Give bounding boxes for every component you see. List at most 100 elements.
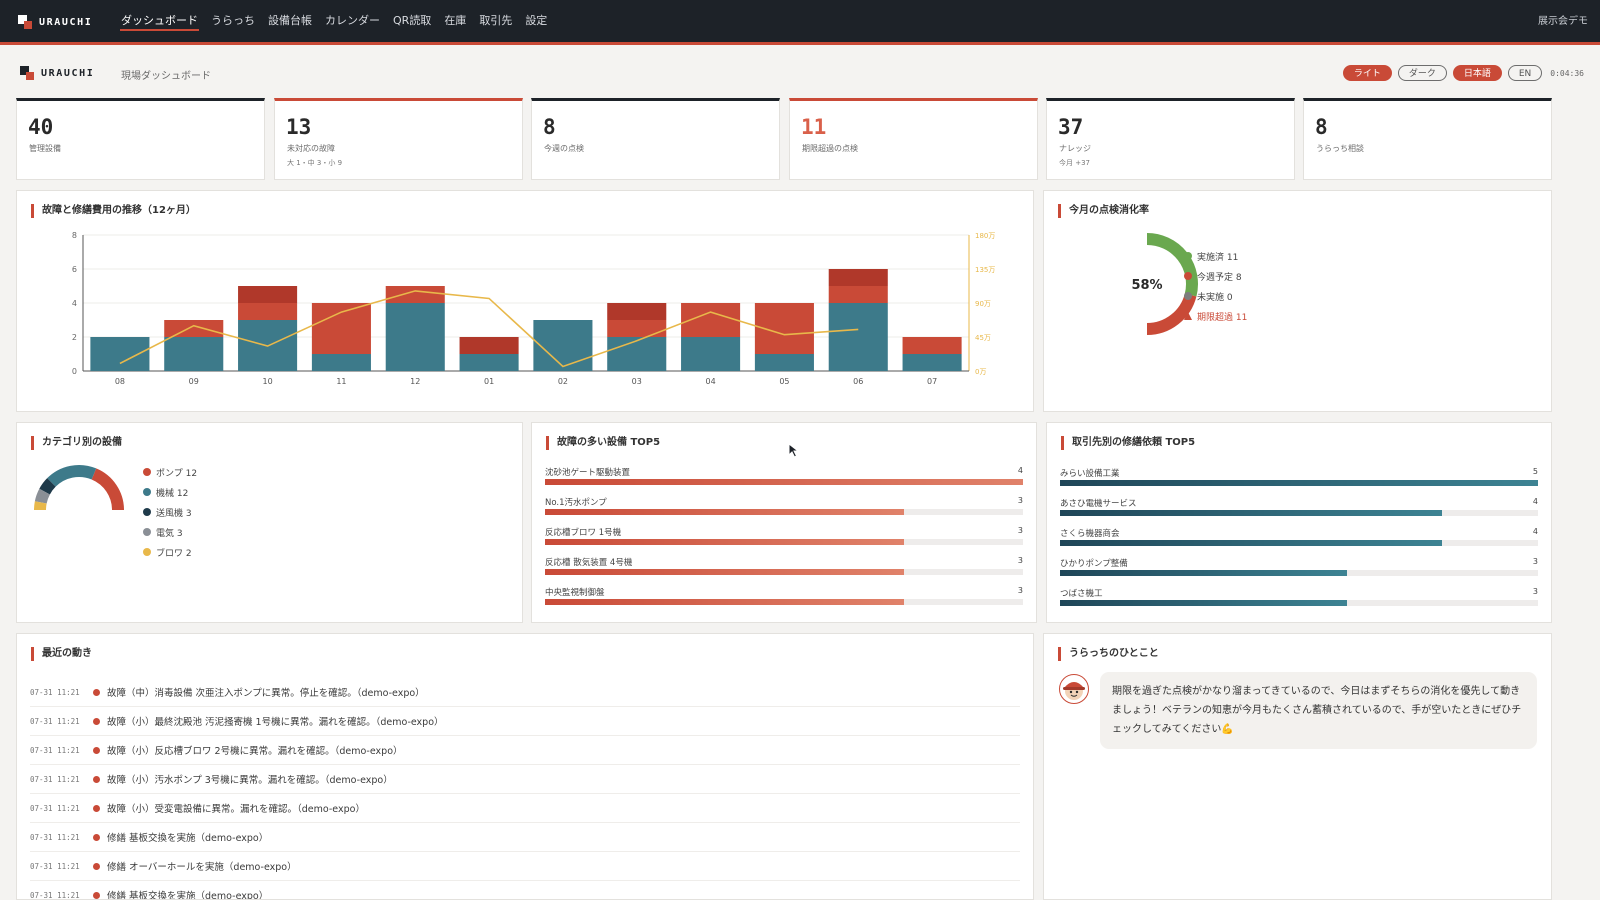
account-label[interactable]: 展示会デモ (1538, 16, 1588, 27)
stat-card-weekly-inspections[interactable]: 8 今週の点検 (531, 98, 780, 180)
stat-card-managed-equipment[interactable]: 40 管理設備 (16, 98, 265, 180)
status-dot-icon (93, 862, 100, 870)
nav-settings[interactable]: 設定 (525, 14, 548, 27)
ranking-row[interactable]: 沈砂池ゲート駆動装置 4 (545, 464, 1023, 494)
legend-label: 機械 12 (156, 488, 189, 499)
activity-item[interactable]: 07-31 11:21 修繕 基板交換を実施（demo-expo） (30, 881, 1020, 900)
nav-qr-scan[interactable]: QR読取 (393, 14, 432, 27)
activity-text: 修繕 オーバーホールを実施（demo-expo） (107, 862, 297, 873)
stat-value: 8 (543, 115, 556, 139)
nav-calendar[interactable]: カレンダー (325, 14, 380, 27)
activity-item[interactable]: 07-31 11:21 修繕 オーバーホールを実施（demo-expo） (30, 852, 1020, 881)
legend-item-overdue: 期限超過 11 (1184, 306, 1247, 326)
y-tick-label: 8 (72, 231, 77, 240)
ranking-name: ひかりポンプ整備 (1060, 559, 1128, 569)
donut-slice (34, 501, 47, 511)
warning-triangle-icon (1184, 312, 1192, 320)
activity-item[interactable]: 07-31 11:21 修繕 基板交換を実施（demo-expo） (30, 823, 1020, 852)
bar-segment (607, 303, 667, 320)
sub-brand-name: URAUCHI (41, 67, 95, 79)
stat-card-consultations[interactable]: 8 うらっち相談 (1303, 98, 1552, 180)
stat-card-open-failures[interactable]: 13 未対応の故障 大 1・中 3・小 9 (274, 98, 523, 180)
bar-segment (459, 354, 519, 371)
brand-logo[interactable]: URAUCHI (18, 15, 92, 29)
stat-card-knowledge[interactable]: 37 ナレッジ 今月 +37 (1046, 98, 1295, 180)
bar-segment (828, 286, 888, 303)
bar-segment (311, 303, 371, 354)
legend-item: 今週予定 8 (1184, 266, 1247, 286)
top-navigation-bar: URAUCHI ダッシュボード うらっち 設備台帳 カレンダー QR読取 在庫 … (0, 0, 1600, 45)
ranking-track (545, 509, 1023, 515)
x-tick-label: 07 (927, 377, 937, 386)
y-tick-label: 0 (72, 367, 77, 376)
donut-slice (39, 478, 56, 495)
ranking-count: 3 (1017, 496, 1023, 505)
ranking-bar (1060, 570, 1347, 576)
stat-sub: 今月 +37 (1059, 159, 1090, 167)
ranking-row[interactable]: さくら機器商会 4 (1060, 525, 1538, 555)
donut-center-label: 58% (1131, 278, 1162, 293)
legend-swatch (143, 528, 151, 536)
ranking-row[interactable]: No.1汚水ポンプ 3 (545, 494, 1023, 524)
ranking-track (545, 479, 1023, 485)
logo-icon (20, 66, 34, 80)
ranking-name: つばさ機工 (1060, 589, 1103, 599)
ranking-row[interactable]: ひかりポンプ整備 3 (1060, 555, 1538, 585)
x-tick-label: 12 (410, 377, 420, 386)
ranking-bar (1060, 600, 1347, 606)
logo-icon (18, 15, 32, 29)
legend-item: ポンプ 12 (143, 462, 197, 482)
ranking-row[interactable]: つばさ機工 3 (1060, 585, 1538, 615)
ranking-bar (1060, 510, 1443, 516)
x-tick-label: 06 (853, 377, 863, 386)
x-tick-label: 01 (484, 377, 494, 386)
ranking-name: 反応槽ブロワ 1号機 (545, 528, 622, 538)
legend-label: 実施済 11 (1197, 252, 1239, 263)
stat-label: 期限超過の点検 (802, 144, 858, 153)
nav-equipment-ledger[interactable]: 設備台帳 (268, 14, 312, 27)
nav-dashboard[interactable]: ダッシュボード (120, 0, 199, 42)
stat-card-overdue-inspections[interactable]: 11 期限超過の点検 (789, 98, 1038, 180)
panel-title: 今月の点検消化率 (1058, 204, 1149, 218)
ranking-track (545, 539, 1023, 545)
activity-item[interactable]: 07-31 11:21 故障（小）反応槽ブロワ 2号機に異常。漏れを確認。（dem… (30, 736, 1020, 765)
status-dot-icon (93, 833, 100, 841)
ranking-row[interactable]: 反応槽ブロワ 1号機 3 (545, 524, 1023, 554)
ranking-count: 4 (1532, 497, 1538, 506)
y-tick-label: 6 (72, 265, 77, 274)
lang-ja-button[interactable]: 日本語 (1452, 65, 1502, 81)
inspection-panel: 今月の点検消化率 58% 実施済 11 今週予定 8 未実施 0 期限超過 11 (1043, 190, 1552, 412)
ranking-name: 中央監視制御盤 (545, 588, 605, 598)
bar-segment (828, 303, 888, 371)
activity-text: 故障（中）消毒設備 次亜注入ポンプに異常。停止を確認。（demo-expo） (107, 688, 425, 699)
mascot-panel: うらっちのひとこと 期限を過ぎた点検がかなり溜まってきているので、今日はまずそち… (1043, 633, 1552, 900)
status-dot-icon (93, 891, 100, 899)
y2-tick-label: 0万 (975, 368, 986, 376)
activity-item[interactable]: 07-31 11:21 故障（中）消毒設備 次亜注入ポンプに異常。停止を確認。（d… (30, 678, 1020, 707)
bar-segment (238, 303, 298, 320)
nav-urauchi[interactable]: うらっち (211, 14, 255, 27)
legend-swatch (143, 508, 151, 516)
ranking-track (545, 599, 1023, 605)
nav-inventory[interactable]: 在庫 (444, 14, 467, 27)
activity-item[interactable]: 07-31 11:21 故障（小）受変電設備に異常。漏れを確認。（demo-exp… (30, 794, 1020, 823)
ranking-row[interactable]: あさひ電機サービス 4 (1060, 495, 1538, 525)
bar-segment (902, 354, 962, 371)
nav-vendors[interactable]: 取引先 (479, 14, 513, 27)
ranking-row[interactable]: 中央監視制御盤 3 (545, 584, 1023, 614)
ranking-row[interactable]: みらい設備工業 5 (1060, 465, 1538, 495)
vendors-list: みらい設備工業 5 あさひ電機サービス 4 さくら機器商会 4 ひかりポンプ整備 3 つ… (1060, 465, 1538, 615)
ranking-row[interactable]: 反応槽 散気装置 4号機 3 (545, 554, 1023, 584)
donut-slice (47, 465, 97, 487)
legend-label: 今週予定 8 (1197, 272, 1242, 283)
donut-slice (1146, 233, 1198, 297)
theme-light-button[interactable]: ライト (1342, 65, 1392, 81)
activity-item[interactable]: 07-31 11:21 故障（小）汚水ポンプ 3号機に異常。漏れを確認。（demo… (30, 765, 1020, 794)
lang-en-button[interactable]: EN (1507, 65, 1543, 81)
legend-item: ブロワ 2 (143, 542, 197, 562)
ranking-track (1060, 480, 1538, 486)
activity-item[interactable]: 07-31 11:21 故障（小）最終沈殿池 汚泥掻寄機 1号機に異常。漏れを確認… (30, 707, 1020, 736)
theme-dark-button[interactable]: ダーク (1397, 65, 1447, 81)
bar-segment (164, 320, 224, 337)
